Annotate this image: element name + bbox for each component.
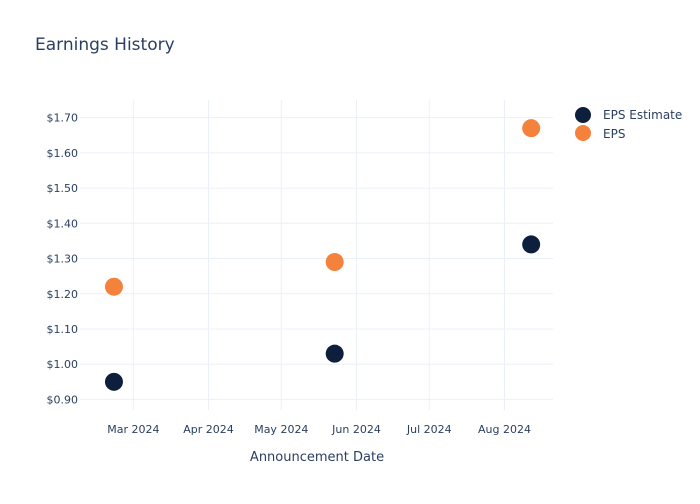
x-tick-label: Apr 2024 <box>183 423 234 436</box>
data-point-eps-estimate[interactable] <box>325 344 344 363</box>
y-tick-label: $1.30 <box>47 253 79 266</box>
legend-marker-eps <box>575 125 591 141</box>
y-tick-label: $1.50 <box>47 182 79 195</box>
y-axis-ticks: $0.90 $1.00 $1.10 $1.20 $1.30 $1.40 $1.50 $1.60… <box>47 112 79 407</box>
y-tick-label: $1.10 <box>47 323 79 336</box>
y-tick-label: $1.00 <box>47 358 79 371</box>
x-axis-label: Announcement Date <box>250 450 384 465</box>
data-point-eps[interactable] <box>522 119 541 138</box>
legend-item-eps-estimate[interactable]: EPS Estimate <box>575 107 682 123</box>
y-tick-label: $0.90 <box>47 393 79 406</box>
data-points <box>104 119 541 391</box>
data-point-eps[interactable] <box>104 277 123 296</box>
y-tick-label: $1.70 <box>47 112 79 125</box>
y-tick-label: $1.60 <box>47 147 79 160</box>
x-tick-label: Jun 2024 <box>331 423 381 436</box>
data-point-eps-estimate[interactable] <box>104 372 123 391</box>
legend-label-eps: EPS <box>603 127 625 141</box>
grid <box>80 100 553 410</box>
legend-marker-eps-estimate <box>575 107 591 123</box>
data-point-eps[interactable] <box>325 253 344 272</box>
legend-item-eps[interactable]: EPS <box>575 125 625 141</box>
y-tick-label: $1.20 <box>47 288 79 301</box>
x-tick-label: Mar 2024 <box>107 423 159 436</box>
data-point-eps-estimate[interactable] <box>522 235 541 254</box>
x-tick-label: May 2024 <box>254 423 308 436</box>
y-tick-label: $1.40 <box>47 217 79 230</box>
chart-title: Earnings History <box>35 35 175 55</box>
legend: EPS Estimate EPS <box>575 107 682 141</box>
x-tick-label: Aug 2024 <box>478 423 531 436</box>
legend-label-eps-estimate: EPS Estimate <box>603 108 682 122</box>
x-axis-ticks: Mar 2024 Apr 2024 May 2024 Jun 2024 Jul 2024… <box>107 423 531 436</box>
x-tick-label: Jul 2024 <box>406 423 452 436</box>
